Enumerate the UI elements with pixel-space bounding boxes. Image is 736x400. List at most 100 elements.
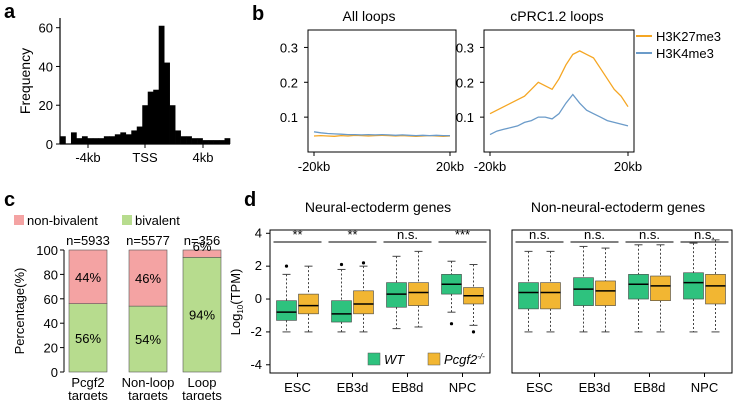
bar-bivalent: [182, 257, 222, 373]
bar-non-bivalent: [128, 249, 168, 307]
bar-bivalent: [68, 303, 108, 373]
series-line-h3k4me3: [489, 93, 629, 136]
y-tick-label: -2: [250, 324, 262, 339]
bar-n-label: n=5577: [126, 233, 170, 248]
box-wt: [683, 272, 704, 300]
legend-label-h3k4me3: H3K4me3: [656, 46, 714, 61]
significance-label: ***: [455, 227, 470, 242]
histogram-bar: [147, 91, 154, 144]
histogram-bar: [60, 136, 66, 144]
histogram-bar: [213, 140, 220, 144]
box-outlier: [449, 322, 454, 326]
histogram-bars: [60, 25, 231, 144]
histogram-bar: [153, 89, 160, 144]
panel-d-box-groups: ** ** n.s. *** n.s. n.s. n.s. n.s.: [273, 227, 729, 334]
y-tick-label: 0.3: [456, 40, 474, 55]
histogram-bar: [81, 136, 88, 144]
histogram-bar: [125, 134, 132, 144]
bar-label-bivalent: 94%: [189, 308, 215, 323]
legend-swatch-bivalent: [122, 215, 132, 225]
legend-label-bivalent: bivalent: [135, 213, 180, 228]
histogram-bar: [224, 138, 231, 144]
box-pcgf2: [705, 274, 726, 305]
y-tick-label: 0.2: [280, 75, 298, 90]
box-pcgf2: [595, 280, 616, 306]
panel-letter-d: d: [244, 189, 256, 211]
panel-b-series-lines: [313, 50, 629, 137]
y-tick-label: 40: [44, 316, 58, 331]
panel-letter-c: c: [4, 189, 15, 211]
panel-d-y-label: Log10(TPM): [228, 269, 245, 336]
histogram-bar: [186, 136, 192, 144]
bar-non-bivalent: [182, 249, 222, 258]
histogram-bar: [98, 138, 105, 144]
panel-d-legend: WT Pcgf2-/-: [367, 352, 485, 367]
box-pcgf2: [408, 282, 429, 306]
bar-n-label: n=356: [184, 233, 221, 248]
category-label: Non-loop: [122, 375, 175, 390]
x-tick-label: EB8d: [634, 380, 666, 395]
box-wt: [518, 282, 539, 310]
histogram-bar: [70, 132, 77, 144]
legend-label-h3k27me3: H3K27me3: [656, 29, 721, 44]
panel-b-title-all-loops: All loops: [343, 8, 396, 24]
panel-d-title-neural: Neural-ectoderm genes: [305, 199, 451, 215]
box-wt: [276, 300, 297, 321]
panel-d-title-non-neural: Non-neural-ectoderm genes: [531, 199, 705, 215]
significance-label: n.s.: [694, 227, 715, 242]
significance-label: **: [347, 227, 357, 242]
x-tick-label: -20kb: [474, 159, 507, 174]
significance-label: n.s.: [584, 227, 605, 242]
x-tick-label: EB8d: [392, 380, 424, 395]
panel-b-legend: H3K27me3 H3K4me3: [636, 29, 721, 61]
panel-letter-a: a: [4, 1, 16, 23]
series-line-h3k27me3: [489, 50, 629, 115]
histogram-bar: [158, 25, 165, 144]
category-label: Loop: [188, 375, 217, 390]
histogram-bar: [87, 138, 94, 144]
legend-swatch-non-bivalent: [14, 215, 24, 225]
legend-swatch-pcgf2: [427, 352, 441, 366]
histogram-bar: [164, 62, 170, 144]
histogram-bar: [175, 130, 181, 144]
y-tick-label: 0.2: [456, 75, 474, 90]
histogram-bar: [92, 138, 99, 144]
category-label: Pcgf2: [71, 375, 104, 390]
histogram-bar: [180, 136, 187, 144]
histogram-bar: [219, 140, 225, 144]
category-label: targets: [182, 388, 222, 400]
x-tick-label: ESC: [284, 380, 311, 395]
histogram-bar: [142, 105, 149, 144]
bar-label-non-bivalent: 46%: [135, 271, 161, 286]
histogram-bar: [202, 140, 209, 144]
legend-swatch-wt: [367, 352, 381, 366]
x-tick-label: EB3d: [337, 380, 369, 395]
histogram-bar: [114, 134, 121, 144]
panel-c-y-label: Percentage(%): [12, 268, 27, 355]
x-tick-label: -4kb: [75, 150, 100, 165]
panel-d-ticks: ESC EB3d EB8d NPC -4 -2 0 2 4 ESC EB3d EB8d NPC: [250, 225, 718, 395]
box-wt: [628, 274, 649, 300]
box-pcgf2: [650, 275, 671, 301]
x-tick-label: 20kb: [614, 159, 642, 174]
legend-label-pcgf2: Pcgf2-/-: [444, 352, 485, 367]
series-line-h3k4me3: [313, 131, 450, 137]
panel-c-stacked-bars: non-bivalent bivalent 56%44%n=5933Pcgf2t…: [12, 213, 222, 400]
box-pcgf2: [298, 293, 319, 315]
panel-b-frame-all-loops: [307, 29, 457, 153]
x-tick-label: ESC: [526, 380, 553, 395]
histogram-bar: [208, 140, 214, 144]
x-tick-label: -20kb: [298, 159, 331, 174]
x-tick-label: NPC: [449, 380, 476, 395]
histogram-bar: [197, 138, 203, 144]
x-tick-label: 20kb: [436, 159, 464, 174]
panel-a-y-ticks: 0 20 40 60: [39, 21, 60, 152]
significance-label: n.s.: [639, 227, 660, 242]
y-tick-label: 0.1: [280, 110, 298, 125]
panel-c-y-ticks: 0 20 40 60 80 100: [36, 243, 64, 380]
y-tick-label: 4: [255, 225, 262, 240]
y-tick-label: 60: [44, 292, 58, 307]
histogram-bar: [191, 138, 198, 144]
box-outlier: [284, 264, 289, 268]
